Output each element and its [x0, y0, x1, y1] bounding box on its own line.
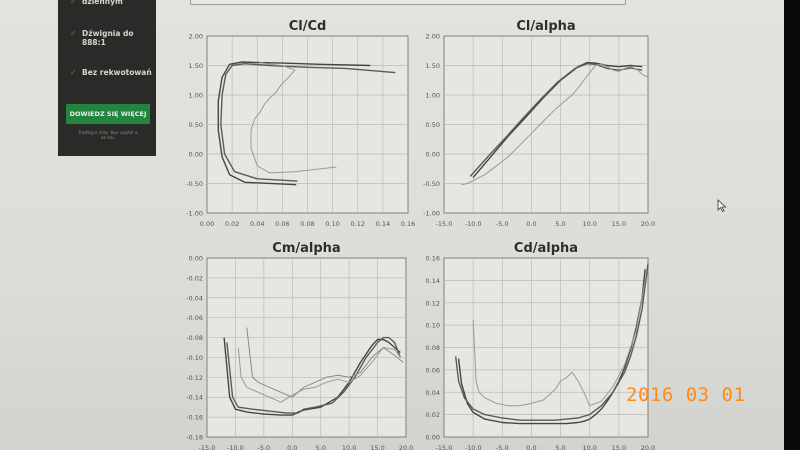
x-tick-label: -10.0 [227, 444, 244, 450]
y-tick-label: 0.50 [426, 121, 440, 129]
series-line [461, 63, 649, 186]
x-tick-label: -5.0 [496, 444, 509, 450]
x-tick-label: 5.0 [316, 444, 326, 450]
y-tick-label: 0.14 [426, 277, 440, 285]
ad-feature-label: Bez rekwotowań [82, 68, 152, 77]
x-tick-label: -10.0 [465, 444, 482, 450]
y-tick-label: 0.02 [426, 411, 440, 419]
y-tick-label: -0.50 [423, 180, 440, 188]
x-tick-label: 20.0 [641, 220, 655, 228]
x-tick-label: 15.0 [370, 444, 384, 450]
y-tick-label: -1.00 [186, 210, 203, 218]
y-tick-label: -0.12 [186, 374, 203, 382]
check-icon: ✓ [70, 68, 77, 77]
x-tick-label: -5.0 [496, 220, 509, 228]
x-tick-label: 0.06 [275, 220, 289, 228]
series-line [250, 62, 337, 174]
y-tick-label: -1.00 [423, 210, 440, 218]
chart-title: Cl/Cd [289, 19, 327, 34]
x-tick-label: 0.02 [225, 220, 239, 228]
x-tick-label: 0.0 [287, 444, 297, 450]
y-tick-label: 0.10 [426, 322, 440, 330]
series-line [472, 280, 646, 407]
x-tick-label: 0.12 [351, 220, 365, 228]
x-tick-label: 15.0 [612, 444, 626, 450]
series-line [455, 263, 649, 421]
y-tick-label: 0.50 [189, 121, 203, 129]
x-tick-label: 0.0 [526, 220, 536, 228]
y-tick-label: 1.50 [189, 62, 203, 70]
series-line [457, 269, 646, 425]
x-tick-label: 0.10 [325, 220, 339, 228]
y-tick-label: 2.00 [189, 33, 203, 41]
x-tick-label: 20.0 [641, 444, 655, 450]
series-line [223, 337, 401, 416]
y-tick-label: -0.10 [186, 354, 203, 362]
y-tick-label: -0.02 [186, 274, 203, 282]
monitor-bezel [784, 0, 800, 450]
x-tick-label: 10.0 [582, 220, 596, 228]
series-line [237, 347, 401, 403]
series-line [226, 336, 401, 414]
y-tick-label: 0.12 [426, 299, 440, 307]
ad-feature-label: dziennym [82, 0, 123, 6]
series-line [469, 63, 643, 177]
x-tick-label: 20.0 [399, 444, 413, 450]
y-tick-label: 1.00 [426, 92, 440, 100]
y-tick-label: 0.06 [426, 366, 440, 374]
ad-feature-label: Dźwignia do 888:1 [82, 29, 134, 47]
series-line [217, 61, 371, 186]
series-line [246, 327, 404, 398]
y-tick-label: 0.00 [189, 255, 203, 263]
x-tick-label: 0.00 [200, 220, 214, 228]
x-tick-label: -15.0 [436, 444, 453, 450]
y-tick-label: 1.50 [426, 62, 440, 70]
y-tick-label: 0.00 [426, 151, 440, 159]
y-tick-label: -0.06 [186, 314, 203, 322]
y-tick-label: 0.00 [189, 151, 203, 159]
x-tick-label: 0.16 [401, 220, 415, 228]
x-tick-label: -15.0 [436, 220, 453, 228]
y-tick-label: -0.08 [186, 334, 203, 342]
y-tick-label: 0.08 [426, 344, 440, 352]
y-tick-label: -0.04 [186, 294, 203, 302]
y-tick-label: 0.00 [426, 434, 440, 442]
chart-title: Cd/alpha [514, 241, 578, 256]
x-tick-label: -15.0 [199, 444, 216, 450]
photo-date-stamp: 2016 03 01 [626, 384, 746, 406]
sidebar-advertisement: ✓ dziennym ✓ Dźwignia do 888:1 ✓ Bez rek… [58, 0, 156, 156]
mouse-cursor-icon [717, 199, 727, 213]
y-tick-label: -0.14 [186, 394, 203, 402]
x-tick-label: -5.0 [258, 444, 271, 450]
x-tick-label: 10.0 [342, 444, 356, 450]
x-tick-label: 0.04 [250, 220, 264, 228]
x-tick-label: 5.0 [555, 444, 565, 450]
y-tick-label: 2.00 [426, 33, 440, 41]
y-tick-label: -0.18 [186, 434, 203, 442]
chart-container-top-edge [190, 0, 626, 5]
y-tick-label: 1.00 [189, 92, 203, 100]
y-tick-label: -0.16 [186, 414, 203, 422]
x-tick-label: 0.0 [526, 444, 536, 450]
x-tick-label: 5.0 [555, 220, 565, 228]
check-icon: ✓ [70, 0, 77, 6]
x-tick-label: 0.08 [300, 220, 314, 228]
y-tick-label: 0.16 [426, 255, 440, 263]
y-tick-label: -0.50 [186, 180, 203, 188]
ad-disclaimer: Trading is risky. Your capital is at ris… [78, 130, 138, 140]
check-icon: ✓ [70, 29, 77, 38]
x-tick-label: 10.0 [582, 444, 596, 450]
learn-more-button[interactable]: DOWIEDZ SIĘ WIĘCEJ [66, 104, 150, 124]
x-tick-label: -10.0 [465, 220, 482, 228]
y-tick-label: 0.04 [426, 389, 440, 397]
x-tick-label: 15.0 [612, 220, 626, 228]
chart-title: Cl/alpha [516, 19, 575, 34]
chart-title: Cm/alpha [272, 241, 340, 256]
series-line [220, 63, 396, 182]
x-tick-label: 0.14 [376, 220, 390, 228]
